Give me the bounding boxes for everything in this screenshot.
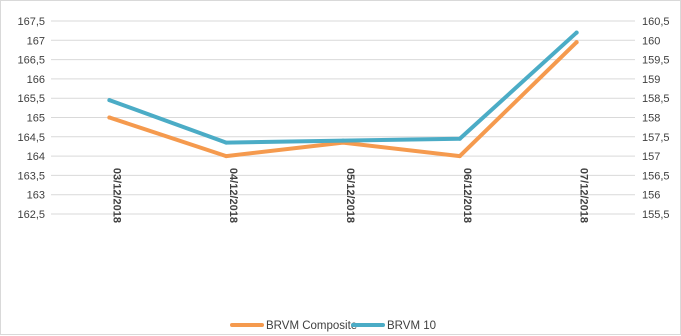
left-tick-label: 167,5 <box>17 16 45 28</box>
legend-item: BRVM Composite <box>230 320 357 332</box>
x-tick-label: 04/12/2018 <box>227 168 239 223</box>
left-tick-label: 165,5 <box>17 93 45 105</box>
right-tick-label: 159 <box>642 74 660 86</box>
legend: BRVM Composite BRVM 10 <box>230 320 436 332</box>
gridlines <box>51 20 635 215</box>
x-axis: 03/12/2018 04/12/2018 05/12/2018 06/12/2018… <box>110 168 589 223</box>
data-point <box>224 154 229 159</box>
right-axis: 160,5 160 159,5 159 158,5 158 157,5 157 156,5 156… <box>642 16 670 221</box>
right-tick-label: 157,5 <box>642 132 670 144</box>
left-tick-label: 166,5 <box>17 55 45 67</box>
left-axis: 167,5 167 166,5 166 165,5 165 164,5 164 163,5 163… <box>17 16 45 221</box>
left-tick-label: 162,5 <box>17 209 45 221</box>
series-1 <box>107 30 579 145</box>
right-tick-label: 158 <box>642 113 660 125</box>
data-point <box>107 98 112 103</box>
left-tick-label: 167 <box>27 35 45 47</box>
legend-item: BRVM 10 <box>351 320 436 332</box>
right-tick-label: 159,5 <box>642 55 670 67</box>
legend-label: BRVM Composite <box>266 320 357 332</box>
left-tick-label: 164 <box>27 151 45 163</box>
data-point <box>574 30 579 35</box>
left-tick-label: 165 <box>27 113 45 125</box>
series-line <box>107 30 579 145</box>
x-tick-label: 06/12/2018 <box>461 168 473 223</box>
data-point <box>107 115 112 120</box>
right-tick-label: 160,5 <box>642 16 670 28</box>
right-tick-label: 155,5 <box>642 209 670 221</box>
x-tick-label: 03/12/2018 <box>110 168 122 223</box>
data-point <box>457 154 462 159</box>
x-tick-label: 07/12/2018 <box>578 168 590 223</box>
data-point <box>341 138 345 143</box>
right-tick-label: 158,5 <box>642 93 670 105</box>
right-tick-label: 156,5 <box>642 170 670 182</box>
left-tick-label: 164,5 <box>17 132 45 144</box>
series-lines <box>107 30 579 159</box>
right-tick-label: 157 <box>642 151 660 163</box>
right-tick-label: 160 <box>642 35 660 47</box>
right-tick-label: 156 <box>642 190 660 202</box>
left-tick-label: 166 <box>27 74 45 86</box>
x-tick-label: 05/12/2018 <box>344 168 356 223</box>
data-point <box>457 136 462 141</box>
legend-label: BRVM 10 <box>387 320 436 332</box>
left-tick-label: 163 <box>27 190 45 202</box>
left-tick-label: 163,5 <box>17 170 45 182</box>
data-point <box>224 140 229 145</box>
data-point <box>574 40 579 45</box>
